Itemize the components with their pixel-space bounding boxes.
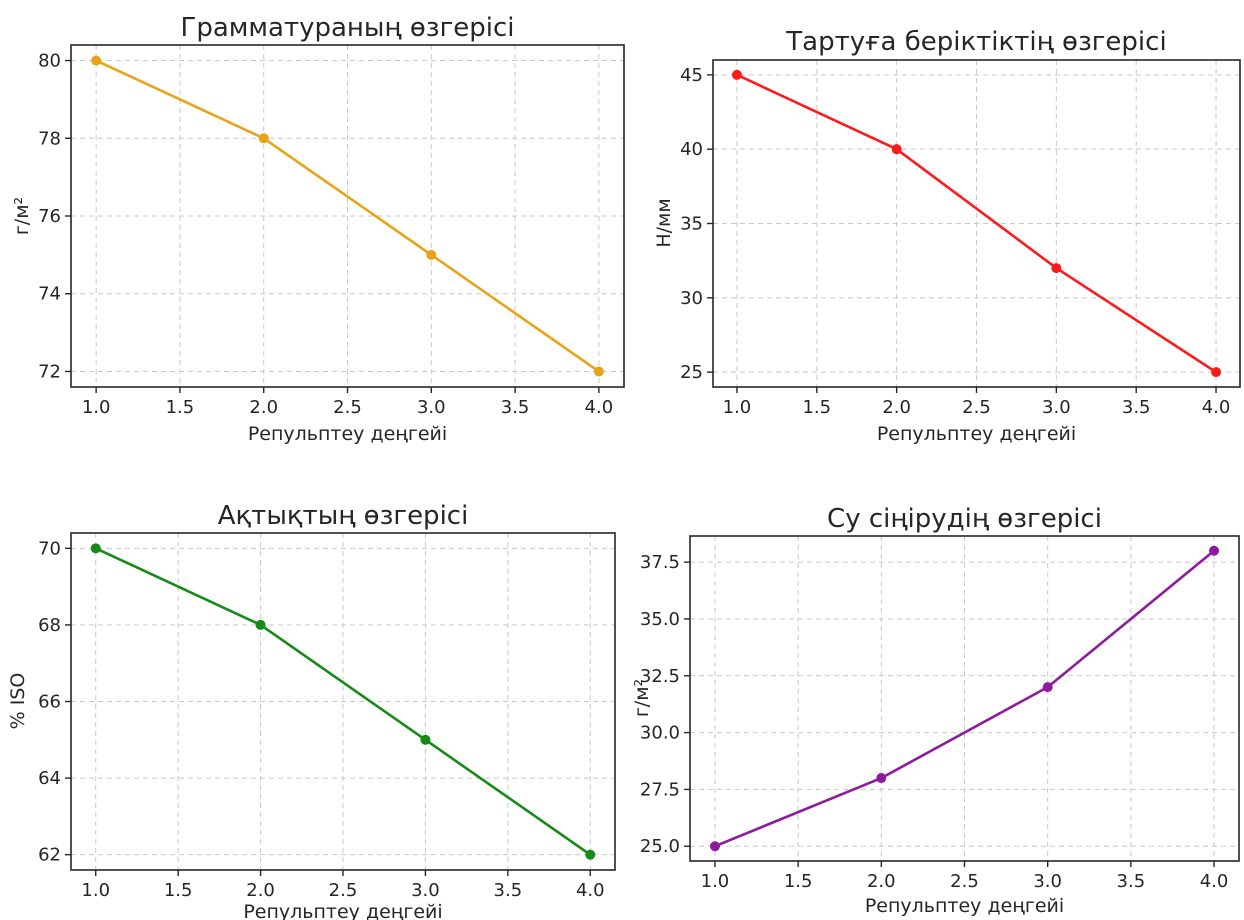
grid xyxy=(690,536,1239,861)
x-tick-label: 2.0 xyxy=(882,397,911,418)
y-tick-label: 25.0 xyxy=(640,836,680,857)
x-tick-label: 1.5 xyxy=(784,871,813,892)
ticks: 1.0 1.5 2.0 2.5 3.0 3.5 4.0 25 30 35 40 45 xyxy=(680,65,1230,418)
x-tick-label: 1.0 xyxy=(82,397,111,418)
data-point xyxy=(258,133,269,144)
x-tick-label: 1.0 xyxy=(723,397,752,418)
y-tick-label: 68 xyxy=(38,615,61,636)
data-point xyxy=(731,69,742,80)
data-point xyxy=(1051,263,1062,274)
grid xyxy=(713,60,1240,387)
chart-tensile-strength: Тартуға беріктіктің өзгерісі 1.0 1.5 2.0 2.… xyxy=(653,27,1241,445)
y-tick-label: 25 xyxy=(680,362,703,383)
chart-title: Су сіңірудің өзгерісі xyxy=(827,504,1102,534)
y-axis-label: % ISO xyxy=(7,673,29,730)
y-tick-label: 62 xyxy=(38,845,61,866)
series-line xyxy=(95,59,600,373)
data-point xyxy=(891,144,902,155)
y-tick-label: 74 xyxy=(38,284,61,305)
x-tick-label: 3.0 xyxy=(417,397,446,418)
y-tick-label: 30.0 xyxy=(640,723,680,744)
x-tick-label: 2.5 xyxy=(950,871,979,892)
y-tick-label: 78 xyxy=(38,128,61,149)
y-tick-label: 35.0 xyxy=(640,609,680,630)
x-axis-label: Репульптеу деңгейі xyxy=(865,895,1064,917)
data-point xyxy=(90,543,101,554)
x-axis-label: Репульптеу деңгейі xyxy=(877,423,1076,445)
data-point xyxy=(1209,545,1220,556)
data-point xyxy=(426,249,437,260)
chart-title: Тартуға беріктіктің өзгерісі xyxy=(785,27,1166,57)
x-tick-label: 2.0 xyxy=(249,397,278,418)
y-tick-label: 27.5 xyxy=(640,779,680,800)
y-tick-label: 30 xyxy=(680,288,703,309)
x-tick-label: 3.5 xyxy=(1117,871,1146,892)
x-tick-label: 3.5 xyxy=(501,397,530,418)
data-series xyxy=(709,545,1220,852)
x-tick-label: 2.5 xyxy=(329,880,358,901)
y-tick-label: 40 xyxy=(680,139,703,160)
data-point xyxy=(593,366,604,377)
y-tick-label: 72 xyxy=(38,361,61,382)
y-tick-label: 32.5 xyxy=(640,666,680,687)
y-axis-label: г/м² xyxy=(631,679,653,717)
y-tick-label: 76 xyxy=(38,206,61,227)
x-tick-label: 1.5 xyxy=(166,397,195,418)
chart-grammage: Грамматураның өзгерісі 1.0 1.5 2.0 2.5 3.0 3.… xyxy=(11,13,625,445)
grid xyxy=(71,45,624,387)
chart-water-absorption: Су сіңірудің өзгерісі 1.0 1.5 2.0 2.5 3.0 3.5… xyxy=(631,504,1240,917)
chart-whiteness: Ақтықтың өзгерісі 1.0 1.5 2.0 2.5 3.0 3.5 4.0 6… xyxy=(7,501,616,920)
x-tick-label: 4.0 xyxy=(1200,871,1229,892)
data-point xyxy=(876,773,887,784)
x-tick-label: 1.0 xyxy=(81,880,110,901)
x-tick-label: 1.5 xyxy=(164,880,193,901)
y-tick-label: 70 xyxy=(38,538,61,559)
x-tick-label: 4.0 xyxy=(576,880,605,901)
x-tick-label: 4.0 xyxy=(1202,397,1231,418)
data-point xyxy=(255,619,266,630)
y-tick-label: 37.5 xyxy=(640,552,680,573)
x-tick-label: 3.0 xyxy=(1033,871,1062,892)
x-tick-label: 4.0 xyxy=(585,397,614,418)
y-tick-label: 64 xyxy=(38,768,61,789)
y-tick-label: 35 xyxy=(680,214,703,235)
data-series xyxy=(731,69,1222,378)
data-series xyxy=(91,55,604,377)
data-point xyxy=(585,849,596,860)
x-tick-label: 3.0 xyxy=(1042,397,1071,418)
chart-title: Ақтықтың өзгерісі xyxy=(218,501,469,531)
data-series xyxy=(90,543,596,860)
y-tick-label: 66 xyxy=(38,692,61,713)
ticks: 1.0 1.5 2.0 2.5 3.0 3.5 4.0 72 74 76 78 80 xyxy=(38,51,613,418)
data-point xyxy=(91,55,102,66)
x-tick-label: 3.5 xyxy=(494,880,523,901)
y-tick-label: 45 xyxy=(680,65,703,86)
ticks: 1.0 1.5 2.0 2.5 3.0 3.5 4.0 25.0 27.5 30.0 32.5 35.… xyxy=(640,552,1228,892)
data-point xyxy=(709,841,720,852)
y-tick-label: 80 xyxy=(38,51,61,72)
series-line xyxy=(714,549,1215,848)
x-tick-label: 1.0 xyxy=(701,871,730,892)
data-point xyxy=(420,734,431,745)
ticks: 1.0 1.5 2.0 2.5 3.0 3.5 4.0 62 64 66 68 70 xyxy=(38,538,604,901)
data-point xyxy=(1042,682,1053,693)
x-axis-label: Репульптеу деңгейі xyxy=(243,901,442,920)
series-line xyxy=(95,547,592,856)
y-axis-label: г/м² xyxy=(11,197,33,235)
grid xyxy=(71,533,615,870)
y-axis-label: Н/мм xyxy=(653,198,675,247)
series-line xyxy=(736,73,1217,374)
x-axis-label: Репульптеу деңгейі xyxy=(248,423,447,445)
x-tick-label: 3.5 xyxy=(1122,397,1151,418)
chart-title: Грамматураның өзгерісі xyxy=(180,13,514,43)
x-tick-label: 3.0 xyxy=(411,880,440,901)
x-tick-label: 2.0 xyxy=(867,871,896,892)
data-point xyxy=(1211,367,1222,378)
x-tick-label: 2.5 xyxy=(962,397,991,418)
x-tick-label: 1.5 xyxy=(802,397,831,418)
x-tick-label: 2.5 xyxy=(333,397,362,418)
x-tick-label: 2.0 xyxy=(246,880,275,901)
